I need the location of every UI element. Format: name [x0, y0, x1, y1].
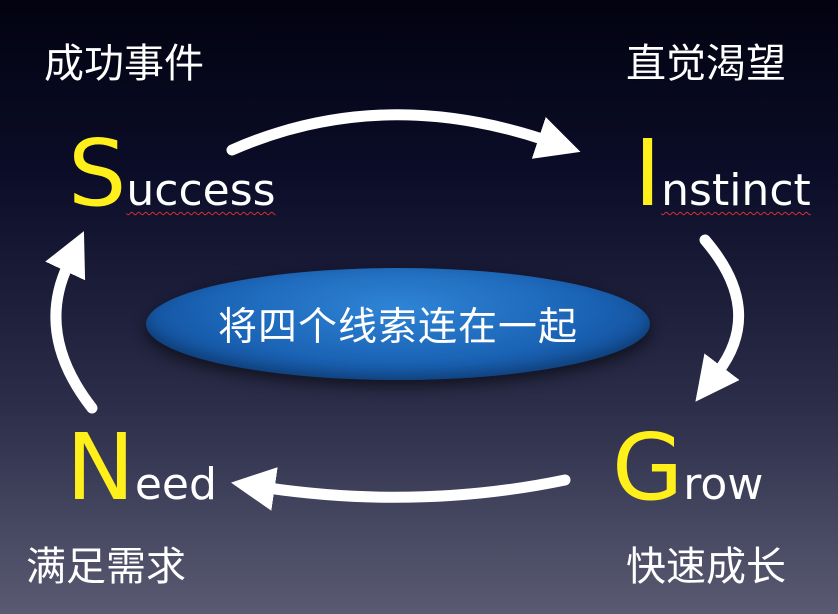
arrow-success-to-instinct	[226, 109, 581, 159]
success-word: S uccess	[68, 128, 276, 220]
grow-rest: row	[683, 459, 764, 510]
success-initial: S	[68, 120, 127, 227]
instinct-chinese-label: 直觉渴望	[626, 41, 786, 87]
center-oval: 将四个线索连在一起	[146, 268, 650, 380]
center-label: 将四个线索连在一起	[217, 305, 578, 350]
instinct-rest: nstinct	[661, 165, 811, 216]
need-initial: N	[66, 414, 135, 521]
success-rest: uccess	[126, 165, 276, 216]
arrow-need-to-success	[45, 231, 98, 414]
grow-word: G row	[612, 422, 763, 514]
grow-initial: G	[612, 414, 684, 521]
arrow-grow-to-need	[230, 467, 571, 511]
instinct-initial: I	[634, 120, 662, 227]
success-chinese-label: 成功事件	[44, 41, 204, 87]
grow-chinese-label: 快速成长	[626, 544, 786, 590]
need-word: N eed	[66, 422, 217, 514]
need-rest: eed	[134, 459, 217, 510]
instinct-word: I nstinct	[634, 128, 811, 220]
arrow-instinct-to-grow	[695, 234, 745, 402]
need-chinese-label: 满足需求	[26, 544, 186, 590]
